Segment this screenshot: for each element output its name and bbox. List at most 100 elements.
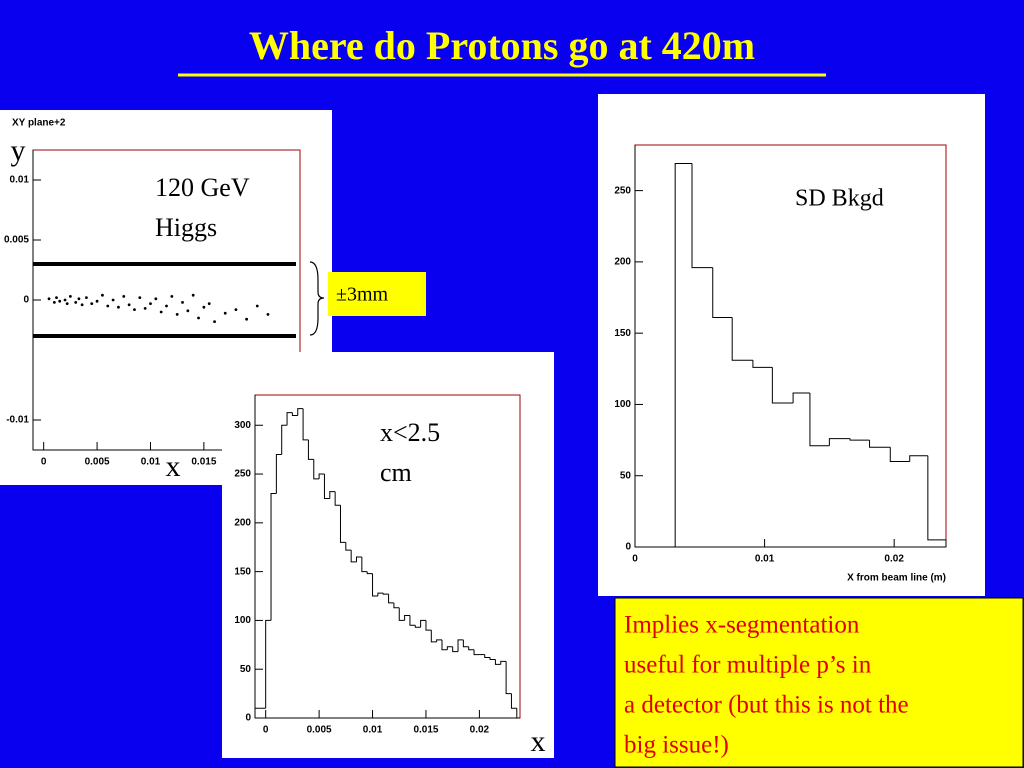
histogram-bin [270, 493, 277, 621]
annotation: SD Bkgd [795, 186, 884, 212]
histogram-bin [297, 408, 304, 416]
histogram-bin [436, 639, 442, 642]
x-tick-label: 0 [632, 554, 638, 565]
x-tick-label: 0 [41, 457, 47, 468]
chart-panel: 0 50 100 150 200 250 0 0.01 0.02 X from beam line… [598, 94, 985, 596]
histogram-bin [286, 412, 293, 426]
y-tick-label: 0 [625, 542, 631, 553]
histogram-bin [388, 594, 394, 604]
histogram-bin [909, 455, 928, 462]
histogram-bin [334, 491, 341, 506]
histogram-bin [323, 474, 330, 499]
histogram-bin [350, 550, 357, 563]
y-axis-label: y [11, 134, 26, 167]
scatter-point [106, 304, 110, 308]
y-tick-label: -0.01 [6, 415, 29, 426]
histogram-bin [494, 659, 501, 665]
histogram-bin [869, 440, 891, 448]
note-line: Implies x-segmentation [624, 612, 860, 639]
histogram-bin [345, 542, 352, 551]
scatter-point [117, 305, 120, 309]
histogram-bin [265, 619, 272, 709]
annotation: cm [380, 458, 412, 487]
scatter-point [65, 302, 69, 305]
histogram-bin [452, 646, 459, 653]
histogram-bin [849, 438, 870, 441]
chart-panel: 0 50 100 150 200 250 300 0 0.005 0.01 0.015 0.02 x x<… [222, 352, 554, 758]
scatter-point [234, 308, 238, 311]
histogram-bin [361, 556, 368, 573]
histogram-bin [275, 454, 282, 494]
y-tick-label: 0 [245, 713, 251, 724]
y-tick-label: 150 [614, 328, 631, 339]
scatter-point [186, 309, 190, 313]
scatter-point [170, 295, 174, 298]
histogram-bin [500, 660, 507, 665]
annotation: x<2.5 [380, 418, 440, 447]
panel-background [222, 352, 554, 758]
histogram-bin [425, 620, 432, 631]
histogram-bin [752, 360, 773, 368]
scatter-point [149, 302, 152, 305]
scatter-point [85, 296, 88, 299]
scatter-point [197, 316, 200, 320]
scatter-point [255, 304, 259, 308]
y-tick-label: 150 [234, 566, 251, 577]
scatter-point [202, 305, 206, 309]
histogram-bin [409, 615, 416, 626]
histogram-bin [318, 473, 325, 479]
scatter-point [154, 297, 158, 301]
y-tick-label: 250 [614, 185, 631, 196]
histogram-bin [889, 447, 910, 462]
scatter-point [90, 302, 94, 305]
histogram-bin [441, 639, 448, 651]
histogram-bin [377, 592, 384, 597]
histogram-bin [356, 556, 362, 562]
y-tick-label: 100 [614, 399, 631, 410]
scatter-point [266, 313, 270, 316]
scatter-point [223, 311, 227, 315]
scatter-point [159, 310, 163, 314]
scatter-point [143, 307, 147, 310]
scatter-point [95, 299, 99, 303]
panel-background [598, 94, 985, 596]
histogram-bin [484, 654, 491, 658]
note-line: big issue!) [624, 732, 729, 759]
histogram-bin [420, 619, 426, 628]
histogram-bin [792, 392, 810, 404]
x-tick-label: 0.02 [470, 725, 490, 736]
y-tick-label: 200 [234, 517, 251, 528]
band-label-box [328, 272, 426, 316]
x-tick-label: 0.01 [755, 554, 775, 565]
x-tick-label: 0.005 [307, 725, 332, 736]
histogram-bin [927, 455, 946, 541]
histogram-bin [510, 693, 517, 709]
scatter-point [138, 296, 142, 299]
scatter-point [111, 298, 115, 302]
scatter-point [181, 301, 184, 304]
histogram-bin [398, 607, 405, 621]
x-axis-label: x [531, 725, 546, 758]
annotation: 120 GeV [155, 173, 250, 202]
scatter-point [122, 295, 126, 298]
scatter-point [245, 317, 249, 321]
x-tick-label: 0.015 [413, 725, 438, 736]
scatter-point [80, 303, 84, 307]
x-tick-label: 0.02 [884, 554, 904, 565]
brace [309, 261, 325, 336]
scatter-point [133, 308, 136, 311]
histogram-bin [446, 646, 453, 650]
histogram-bin [372, 573, 378, 597]
y-tick-label: 0.01 [10, 175, 30, 186]
scatter-point [63, 298, 67, 302]
x-tick-label: 0.01 [141, 457, 161, 468]
scatter-point [127, 303, 131, 307]
scatter-point [52, 301, 56, 304]
scatter-point [101, 293, 104, 297]
note-line: a detector (but this is not the [624, 692, 909, 719]
histogram-bin [404, 615, 410, 621]
x-tick-label: 0.005 [85, 457, 110, 468]
slide-title: Where do Protons go at 420m [249, 23, 755, 68]
annotation: Higgs [155, 213, 217, 242]
